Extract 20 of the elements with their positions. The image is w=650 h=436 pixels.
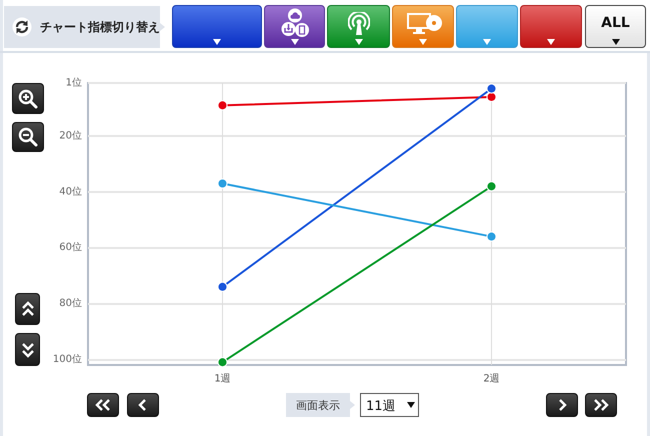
- label-tag: 画面表示: [286, 393, 356, 417]
- point: [218, 178, 228, 189]
- point: [486, 232, 496, 242]
- point: [486, 181, 496, 192]
- x-tick-label: 1週: [214, 374, 231, 384]
- point: [218, 357, 228, 368]
- point: [218, 100, 228, 110]
- y-tick-label: 20位: [59, 130, 82, 142]
- point: [486, 92, 496, 102]
- y-tick-label: 40位: [59, 185, 82, 198]
- label-tag: チャート指標切り替え: [4, 6, 165, 48]
- point: [486, 84, 496, 94]
- x-tick-label: 2週: [483, 374, 500, 384]
- week-select-field: 11週: [360, 393, 419, 417]
- y-tick-label: 100位: [52, 352, 82, 365]
- tab-button: ALL: [585, 5, 646, 48]
- point: [218, 282, 228, 292]
- y-tick-label: 80位: [59, 297, 82, 310]
- y-tick-label: 1位: [66, 76, 82, 88]
- y-tick-label: 60位: [59, 241, 82, 254]
